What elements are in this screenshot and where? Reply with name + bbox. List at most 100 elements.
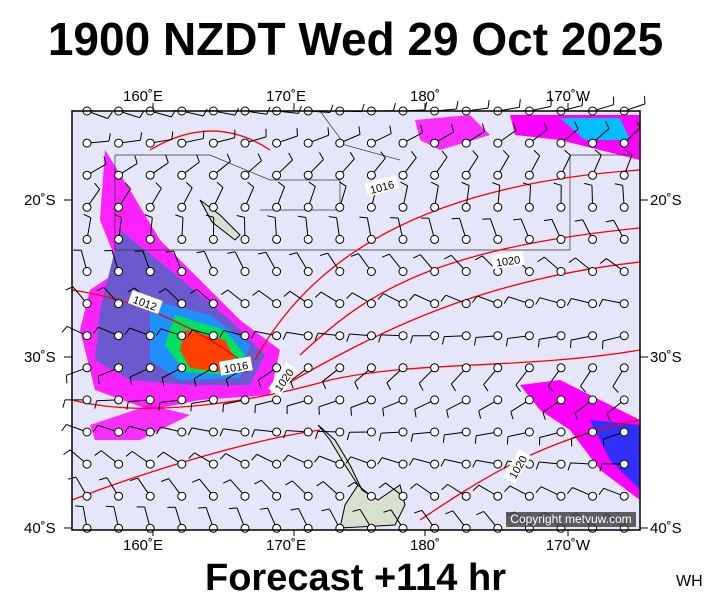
lon-label: 170˚E	[266, 88, 306, 105]
station-marker	[588, 427, 598, 437]
wind-barb-feather	[418, 383, 424, 391]
wind-barb-feather	[378, 482, 386, 489]
wind-barb-feather	[277, 181, 285, 188]
wind-barb-feather	[319, 252, 328, 257]
station-marker	[272, 491, 282, 501]
station-marker	[272, 267, 282, 276]
wind-barb-feather	[288, 152, 293, 161]
wind-barb-feather	[564, 149, 571, 156]
station-marker	[588, 459, 598, 469]
wind-barb-feather	[126, 401, 129, 410]
wind-barb-feather	[487, 100, 490, 109]
wind-barb-feather	[574, 121, 579, 130]
wind-barb-feather	[289, 380, 294, 389]
wind-barb-feather	[382, 408, 385, 417]
station-marker	[588, 395, 598, 405]
station-marker	[303, 459, 313, 469]
station-marker	[366, 523, 376, 533]
station-marker	[366, 331, 376, 341]
wind-barb-feather	[478, 410, 482, 419]
wind-barb-feather	[346, 292, 353, 299]
station-marker	[524, 138, 534, 148]
wind-barb-feather	[219, 330, 225, 338]
wind-barb-feather	[574, 412, 579, 421]
station-marker	[524, 234, 534, 244]
station-marker	[556, 234, 566, 244]
wind-barb-feather	[314, 291, 322, 298]
station-marker	[335, 202, 345, 212]
wind-barb-feather	[247, 181, 255, 188]
station-marker	[114, 363, 124, 373]
wind-barb-feather	[461, 181, 470, 186]
station-marker	[398, 395, 408, 405]
station-marker	[303, 427, 313, 437]
station-marker	[524, 170, 534, 180]
wind-barb-feather	[345, 456, 352, 464]
wind-barb-feather	[475, 255, 483, 261]
wind-barb-feather	[221, 289, 229, 295]
station-marker	[430, 523, 440, 533]
wind-barb-feather	[378, 334, 382, 343]
station-marker	[461, 299, 471, 309]
station-marker	[303, 523, 313, 533]
wind-barb-feather	[547, 385, 554, 393]
station-marker	[524, 491, 534, 501]
wind-barb-feather	[440, 459, 446, 467]
wind-barb-feather	[584, 182, 593, 186]
station-marker	[177, 395, 187, 405]
station-marker	[145, 234, 155, 244]
wind-barb-feather	[193, 378, 197, 387]
wind-barb-feather	[258, 251, 267, 255]
lon-label: 170˚E	[266, 537, 306, 554]
station-marker	[398, 138, 408, 148]
wind-barb-feather	[515, 384, 522, 392]
station-marker	[493, 459, 503, 469]
lon-label: 170˚W	[546, 88, 591, 105]
wind-barb-feather	[598, 299, 604, 307]
station-marker	[272, 170, 282, 180]
station-marker	[366, 267, 376, 276]
station-marker	[82, 427, 92, 437]
lat-label: 40˚S	[24, 520, 56, 537]
station-marker	[114, 331, 124, 341]
wind-barb-feather	[283, 290, 291, 297]
wind-barb-feather	[451, 124, 455, 133]
station-marker	[177, 234, 187, 244]
station-marker	[493, 363, 503, 373]
station-marker	[335, 523, 345, 533]
station-marker	[335, 234, 345, 244]
station-marker	[272, 299, 282, 309]
copyright-text: Copyright metvuw.com	[510, 512, 631, 526]
wind-barb-feather	[108, 133, 111, 142]
station-marker	[398, 427, 408, 437]
station-marker	[114, 427, 124, 437]
wind-barb-feather	[65, 375, 68, 384]
station-marker	[398, 491, 408, 501]
station-marker	[240, 491, 250, 501]
forecast-label: Forecast +114 hr	[204, 557, 506, 599]
wind-barb-feather	[535, 461, 540, 470]
station-marker	[461, 491, 471, 501]
station-marker	[114, 459, 124, 469]
wind-barb-feather	[226, 153, 231, 162]
wind-barb-feather	[94, 182, 101, 190]
station-marker	[145, 202, 155, 212]
wind-barb-feather	[442, 434, 445, 443]
wind-barb-feather	[155, 182, 162, 189]
station-marker	[177, 331, 187, 341]
station-marker	[177, 427, 187, 437]
lon-label: 180˚	[410, 88, 440, 105]
wind-barb-feather	[158, 402, 161, 411]
wind-barb-feather	[441, 336, 445, 345]
station-marker	[208, 523, 218, 533]
wind-barb-feather	[158, 288, 167, 294]
wind-barb-feather	[62, 399, 66, 408]
wind-barb-feather	[481, 123, 486, 132]
station-marker	[430, 363, 440, 373]
station-marker	[303, 331, 313, 341]
wind-barb-feather	[160, 478, 169, 482]
station-marker	[208, 363, 218, 373]
wind-barb-feather	[250, 331, 256, 339]
wind-barb-feather	[510, 411, 514, 420]
wind-barb-feather	[99, 477, 107, 481]
